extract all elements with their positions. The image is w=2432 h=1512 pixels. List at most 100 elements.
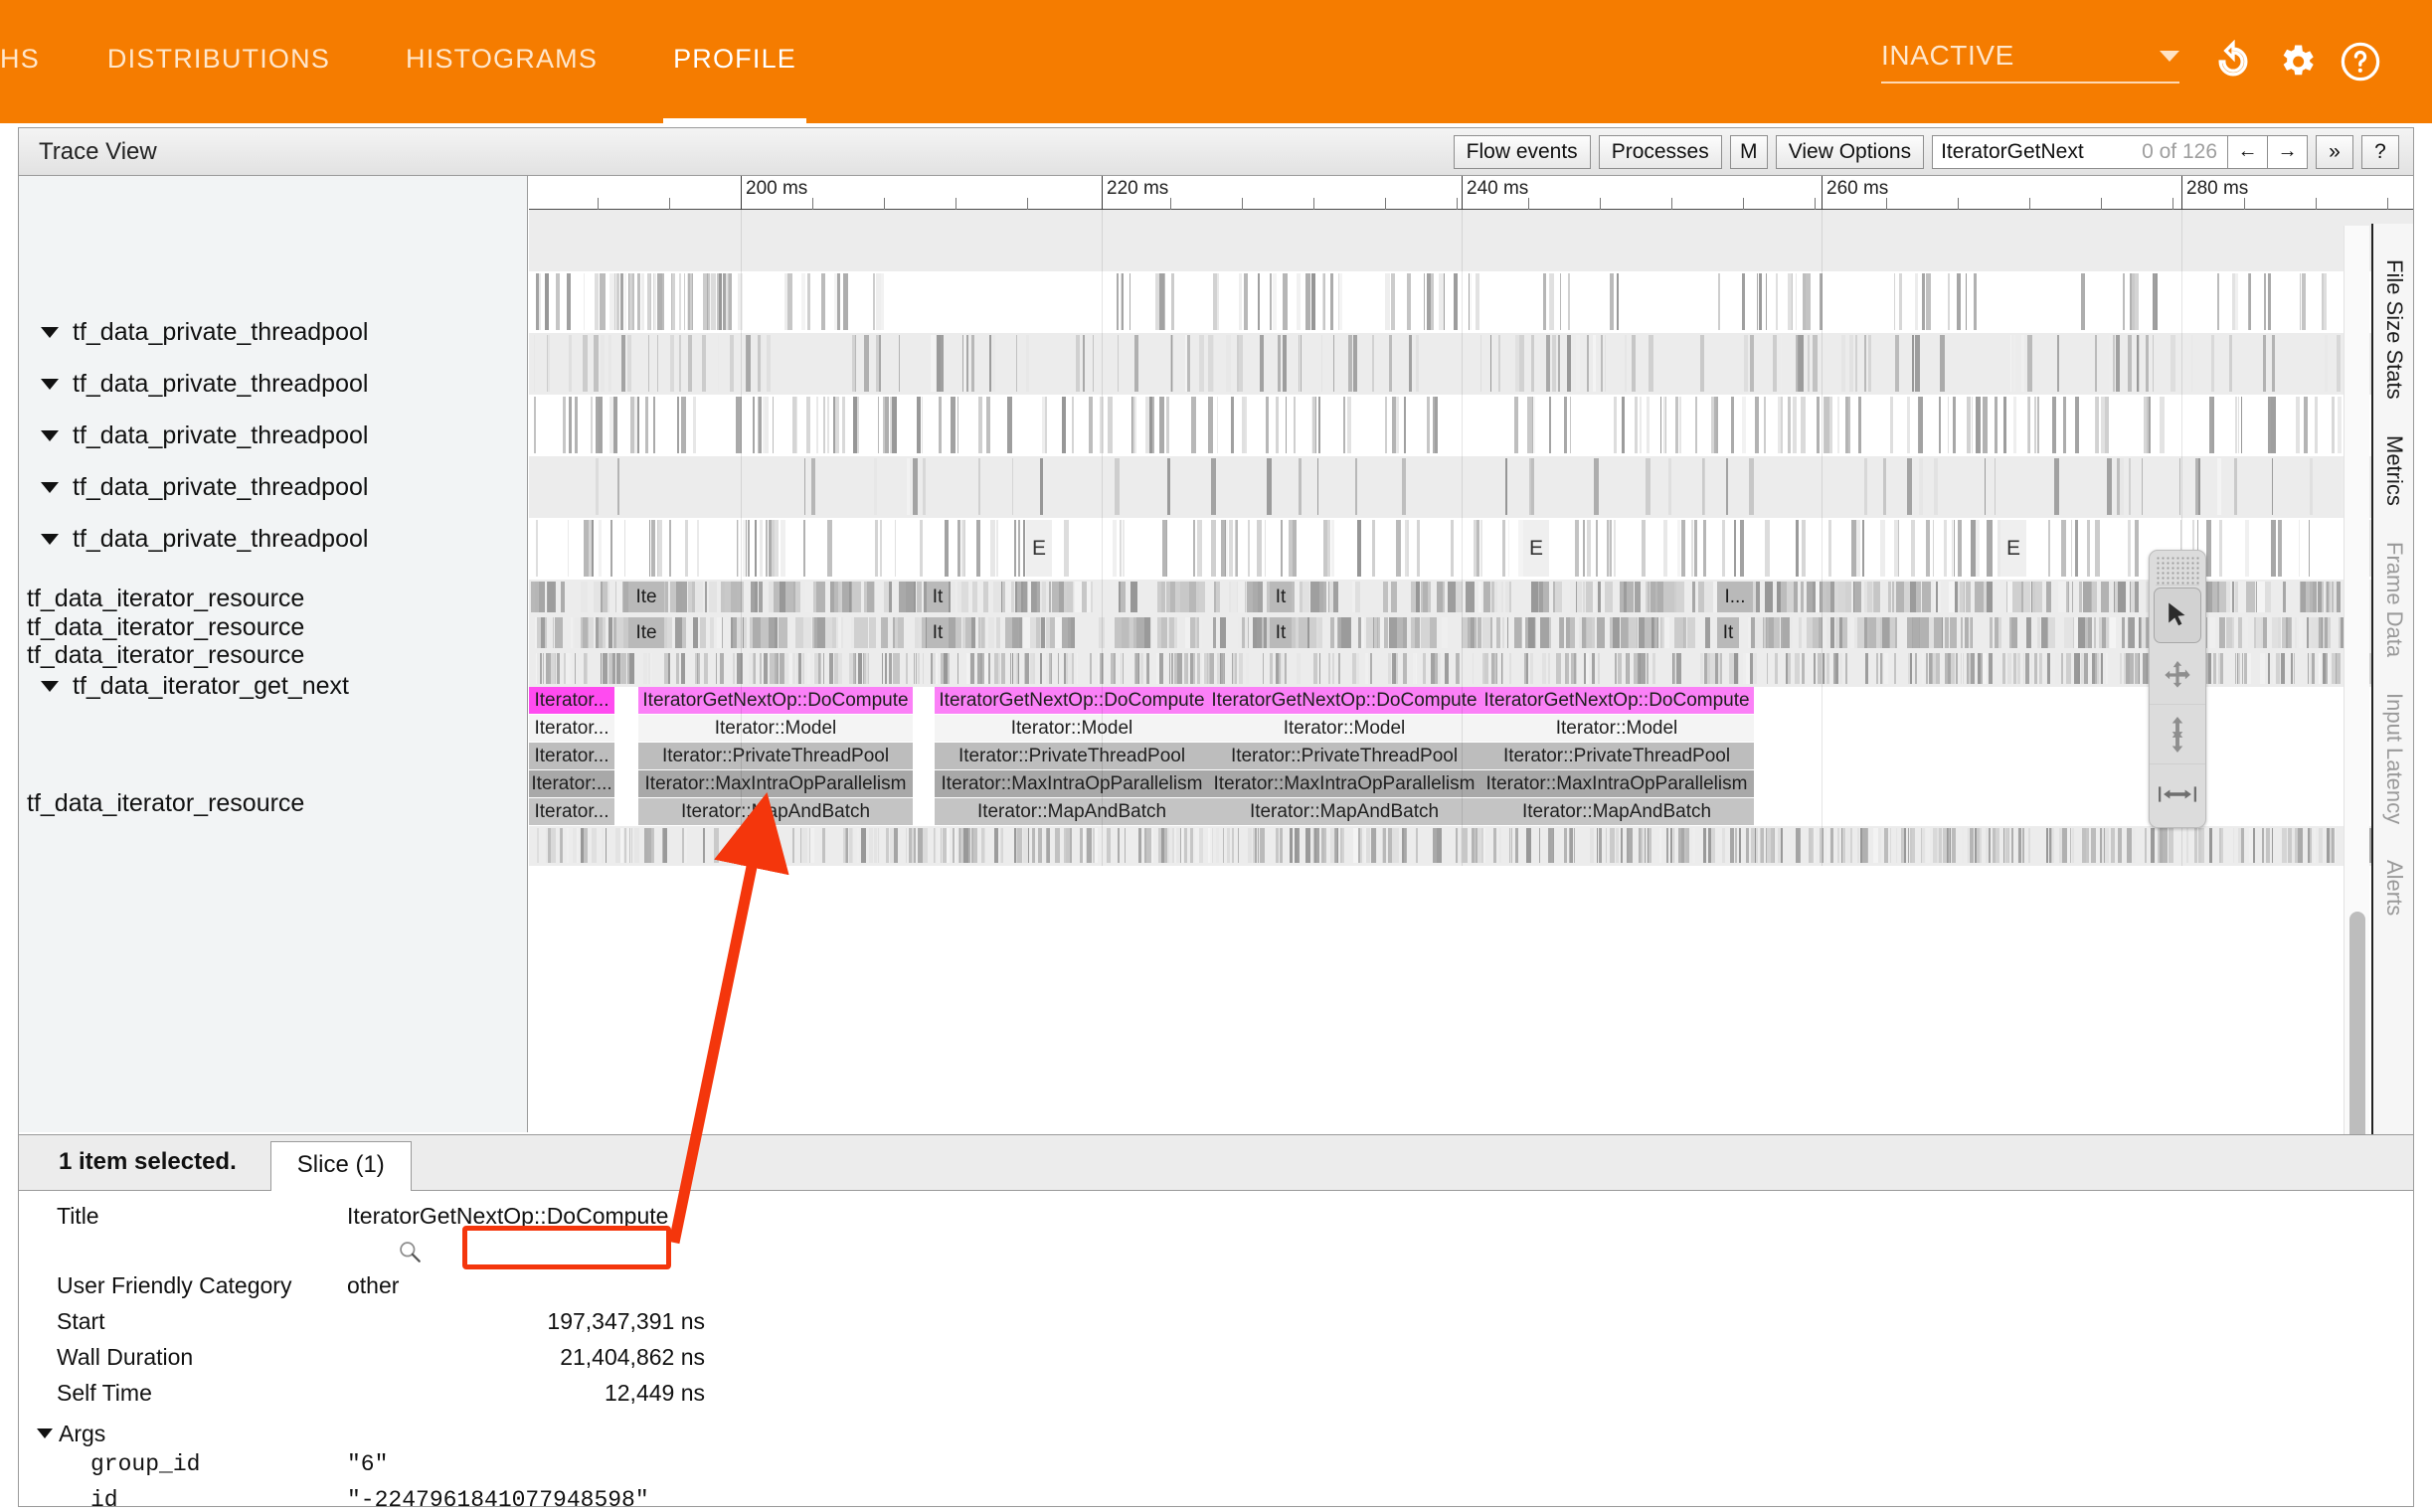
trace-slice[interactable] xyxy=(1368,617,1378,648)
trace-slice[interactable] xyxy=(1134,653,1139,684)
trace-slice[interactable] xyxy=(2238,582,2246,612)
trace-slice[interactable] xyxy=(2206,520,2211,577)
trace-slice[interactable] xyxy=(2278,520,2283,577)
resize-horizontal-tool-icon[interactable] xyxy=(2150,764,2205,824)
trace-slice[interactable] xyxy=(1226,520,1229,577)
trace-slice[interactable] xyxy=(2287,828,2292,863)
trace-slice[interactable] xyxy=(1065,617,1073,648)
trace-slice[interactable] xyxy=(2302,273,2306,330)
trace-slice[interactable] xyxy=(634,828,639,863)
trace-slice[interactable] xyxy=(614,273,620,330)
trace-slice[interactable] xyxy=(1908,582,1917,612)
trace-slice[interactable] xyxy=(1064,582,1073,612)
trace-slice[interactable] xyxy=(958,828,961,863)
trace-slice[interactable] xyxy=(1090,582,1094,612)
trace-slice[interactable] xyxy=(2074,397,2080,453)
trace-slice[interactable] xyxy=(1424,273,1426,330)
trace-slice[interactable] xyxy=(807,273,810,330)
trace-slice[interactable] xyxy=(1673,617,1683,648)
stack-slice[interactable]: Iterator... xyxy=(529,798,614,825)
trace-slice[interactable] xyxy=(620,335,625,392)
trace-slice[interactable] xyxy=(620,617,628,648)
trace-slice[interactable] xyxy=(1647,582,1650,612)
trace-slice[interactable] xyxy=(1366,617,1374,648)
trace-slice[interactable] xyxy=(546,617,554,648)
trace-slice[interactable] xyxy=(1415,828,1418,863)
trace-slice[interactable] xyxy=(1033,653,1035,684)
trace-slice[interactable] xyxy=(2326,582,2329,612)
trace-slice[interactable] xyxy=(1422,653,1426,684)
trace-slice[interactable] xyxy=(1756,273,1759,330)
trace-slice[interactable] xyxy=(575,397,578,453)
trace-slice[interactable] xyxy=(1795,273,1798,330)
trace-slice[interactable] xyxy=(2237,828,2242,863)
trace-slice[interactable] xyxy=(1275,828,1279,863)
trace-slice[interactable] xyxy=(905,653,908,684)
trace-slice[interactable] xyxy=(1009,653,1011,684)
trace-slice[interactable] xyxy=(2033,397,2036,453)
trace-slice[interactable] xyxy=(1926,520,1930,577)
trace-slice[interactable] xyxy=(2021,828,2024,863)
trace-slice[interactable] xyxy=(1787,397,1791,453)
trace-slice[interactable] xyxy=(2340,458,2345,515)
trace-slice[interactable] xyxy=(1179,828,1183,863)
trace-slice[interactable] xyxy=(1157,582,1165,612)
trace-slice[interactable] xyxy=(1504,582,1510,612)
trace-slice[interactable] xyxy=(1339,828,1343,863)
trace-slice[interactable] xyxy=(2211,335,2214,392)
trace-slice[interactable] xyxy=(1734,828,1737,863)
trace-slice[interactable] xyxy=(1859,828,1863,863)
trace-slice[interactable] xyxy=(2326,653,2330,684)
trace-slice[interactable] xyxy=(971,335,974,392)
trace-slice[interactable] xyxy=(2337,335,2341,392)
trace-slice[interactable] xyxy=(1133,397,1136,453)
trace-slice[interactable] xyxy=(761,335,764,392)
trace-slice[interactable] xyxy=(2221,617,2226,648)
trace-slice[interactable] xyxy=(664,653,669,684)
trace-slice[interactable] xyxy=(1646,828,1649,863)
trace-slice[interactable] xyxy=(1911,520,1915,577)
trace-slice[interactable] xyxy=(1167,458,1171,515)
trace-slice[interactable] xyxy=(2095,828,2100,863)
trace-slice[interactable] xyxy=(1382,828,1386,863)
trace-slice[interactable] xyxy=(864,582,869,612)
trace-slice[interactable] xyxy=(995,520,998,577)
trace-slice[interactable] xyxy=(577,653,580,684)
trace-slice[interactable] xyxy=(1721,520,1726,577)
trace-slice[interactable] xyxy=(761,617,769,648)
timeline-track[interactable] xyxy=(529,826,2413,866)
view-options-button[interactable]: View Options xyxy=(1775,134,1925,169)
trace-slice[interactable] xyxy=(1966,653,1970,684)
trace-slice[interactable] xyxy=(1710,653,1716,684)
zoom-vertical-tool-icon[interactable] xyxy=(2150,705,2205,764)
trace-slice[interactable] xyxy=(1211,520,1216,577)
trace-slice[interactable] xyxy=(1025,335,1029,392)
trace-slice[interactable] xyxy=(1605,582,1614,612)
trace-slice[interactable] xyxy=(2324,335,2328,392)
trace-slice[interactable] xyxy=(1235,520,1238,577)
trace-slice[interactable] xyxy=(861,617,865,648)
trace-slice[interactable] xyxy=(1893,273,1896,330)
trace-slice[interactable] xyxy=(2032,582,2039,612)
trace-slice[interactable] xyxy=(1284,653,1287,684)
trace-slice[interactable] xyxy=(763,397,767,453)
trace-slice[interactable] xyxy=(1521,617,1528,648)
trace-slice[interactable] xyxy=(1718,653,1723,684)
trace-slice[interactable] xyxy=(1587,335,1589,392)
trace-slice[interactable] xyxy=(2152,335,2155,392)
trace-slice[interactable] xyxy=(2080,653,2084,684)
trace-slice[interactable] xyxy=(1296,828,1300,863)
trace-slice[interactable] xyxy=(1115,617,1124,648)
trace-slice[interactable] xyxy=(961,617,965,648)
trace-slice[interactable] xyxy=(893,828,899,863)
trace-slice[interactable] xyxy=(633,397,638,453)
stack-slice-docompute[interactable]: IteratorGetNextOp::DoCompute xyxy=(638,687,913,714)
trace-slice[interactable] xyxy=(1570,397,1572,453)
trace-slice[interactable] xyxy=(1022,617,1031,648)
trace-slice[interactable] xyxy=(759,582,763,612)
trace-slice[interactable] xyxy=(1777,582,1782,612)
trace-slice[interactable] xyxy=(2027,397,2030,453)
trace-slice[interactable] xyxy=(1624,582,1628,612)
metrics-toggle-button[interactable]: M xyxy=(1729,134,1768,169)
trace-slice[interactable] xyxy=(1773,828,1776,863)
